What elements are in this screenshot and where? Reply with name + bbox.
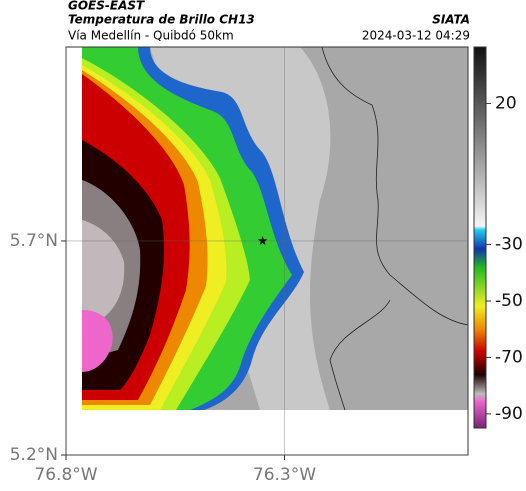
subtitle: Vía Medellín - Quibdó 50km (68, 29, 234, 43)
satellite-image (82, 47, 468, 410)
colorbar-tick-label: -50 (495, 291, 523, 311)
satellite: GOES-EAST (68, 0, 145, 13)
colorbar-tick-label: -70 (495, 347, 523, 367)
x-tick-label: 76.3°W (253, 465, 316, 485)
y-tick-label: 5.2°N (10, 445, 58, 465)
source: SIATA (432, 13, 470, 27)
title: Temperatura de Brillo CH13 (68, 13, 255, 27)
colorbar (473, 46, 487, 429)
colorbar-tick-label: -30 (495, 235, 523, 255)
y-tick-label: 5.7°N (10, 231, 58, 251)
location-marker (257, 235, 268, 245)
x-tick-label: 76.8°W (34, 465, 97, 485)
colorbar-tick-label: 20 (495, 93, 517, 113)
datetime: 2024-03-12 04:29 (362, 29, 470, 43)
colorbar-tick-label: -90 (495, 404, 523, 424)
